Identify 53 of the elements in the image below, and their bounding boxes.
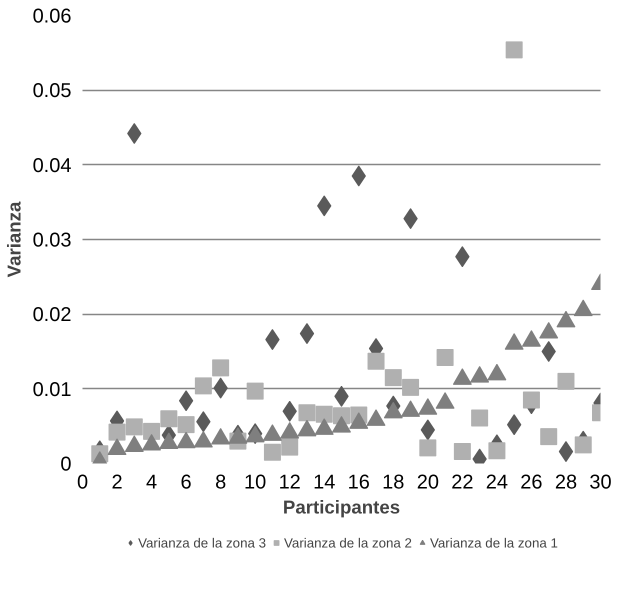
point [264, 444, 281, 461]
y-tick-label: 0.03 [32, 230, 72, 252]
x-tick-label: 6 [180, 472, 192, 494]
x-tick-label: 2 [111, 472, 123, 494]
point [316, 406, 333, 423]
x-tick-label: 20 [416, 472, 439, 494]
y-tick-label: 0.02 [32, 304, 72, 326]
x-tick-label: 0 [76, 472, 88, 494]
x-tick-label: 8 [215, 472, 226, 494]
legend-label: Varianza de la zona 2 [284, 535, 412, 550]
point [506, 41, 523, 58]
point [368, 352, 385, 370]
point [540, 428, 558, 446]
legend-label: Varianza de la zona 1 [430, 535, 558, 550]
x-tick-label: 28 [554, 472, 578, 494]
point [522, 392, 540, 409]
point [384, 369, 402, 386]
point [488, 442, 506, 460]
x-tick-label: 10 [244, 472, 266, 494]
point [574, 436, 592, 454]
point [178, 416, 195, 434]
point [298, 404, 316, 422]
point [160, 410, 178, 428]
y-tick-label: 0 [60, 454, 72, 476]
point [108, 424, 126, 441]
x-tick-label: 22 [451, 472, 474, 494]
y-tick-label: 0.06 [32, 6, 72, 28]
point [419, 439, 436, 456]
point [246, 382, 264, 400]
x-tick-label: 26 [520, 472, 543, 494]
x-tick-label: 16 [348, 472, 370, 494]
legend-label: Varianza de la zona 3 [138, 535, 266, 550]
point [194, 377, 212, 394]
point [557, 372, 574, 390]
point [454, 443, 471, 460]
point [126, 418, 143, 436]
x-tick-label: 30 [589, 472, 612, 494]
point [212, 359, 230, 376]
x-tick-label: 12 [278, 472, 301, 494]
point [436, 348, 454, 366]
y-tick-label: 0.05 [32, 80, 72, 102]
x-tick-label: 4 [146, 472, 158, 494]
x-tick-label: 18 [382, 472, 404, 494]
point [143, 422, 160, 440]
point [402, 378, 420, 396]
x-tick-label: 14 [313, 472, 336, 494]
y-tick-label: 0.01 [32, 378, 72, 401]
y-tick-label: 0.04 [32, 154, 72, 177]
y-axis-title: Varianza [4, 201, 25, 278]
point [471, 409, 488, 426]
point [281, 438, 298, 456]
x-tick-label: 24 [486, 472, 508, 494]
x-axis-title: Participantes [282, 496, 400, 518]
